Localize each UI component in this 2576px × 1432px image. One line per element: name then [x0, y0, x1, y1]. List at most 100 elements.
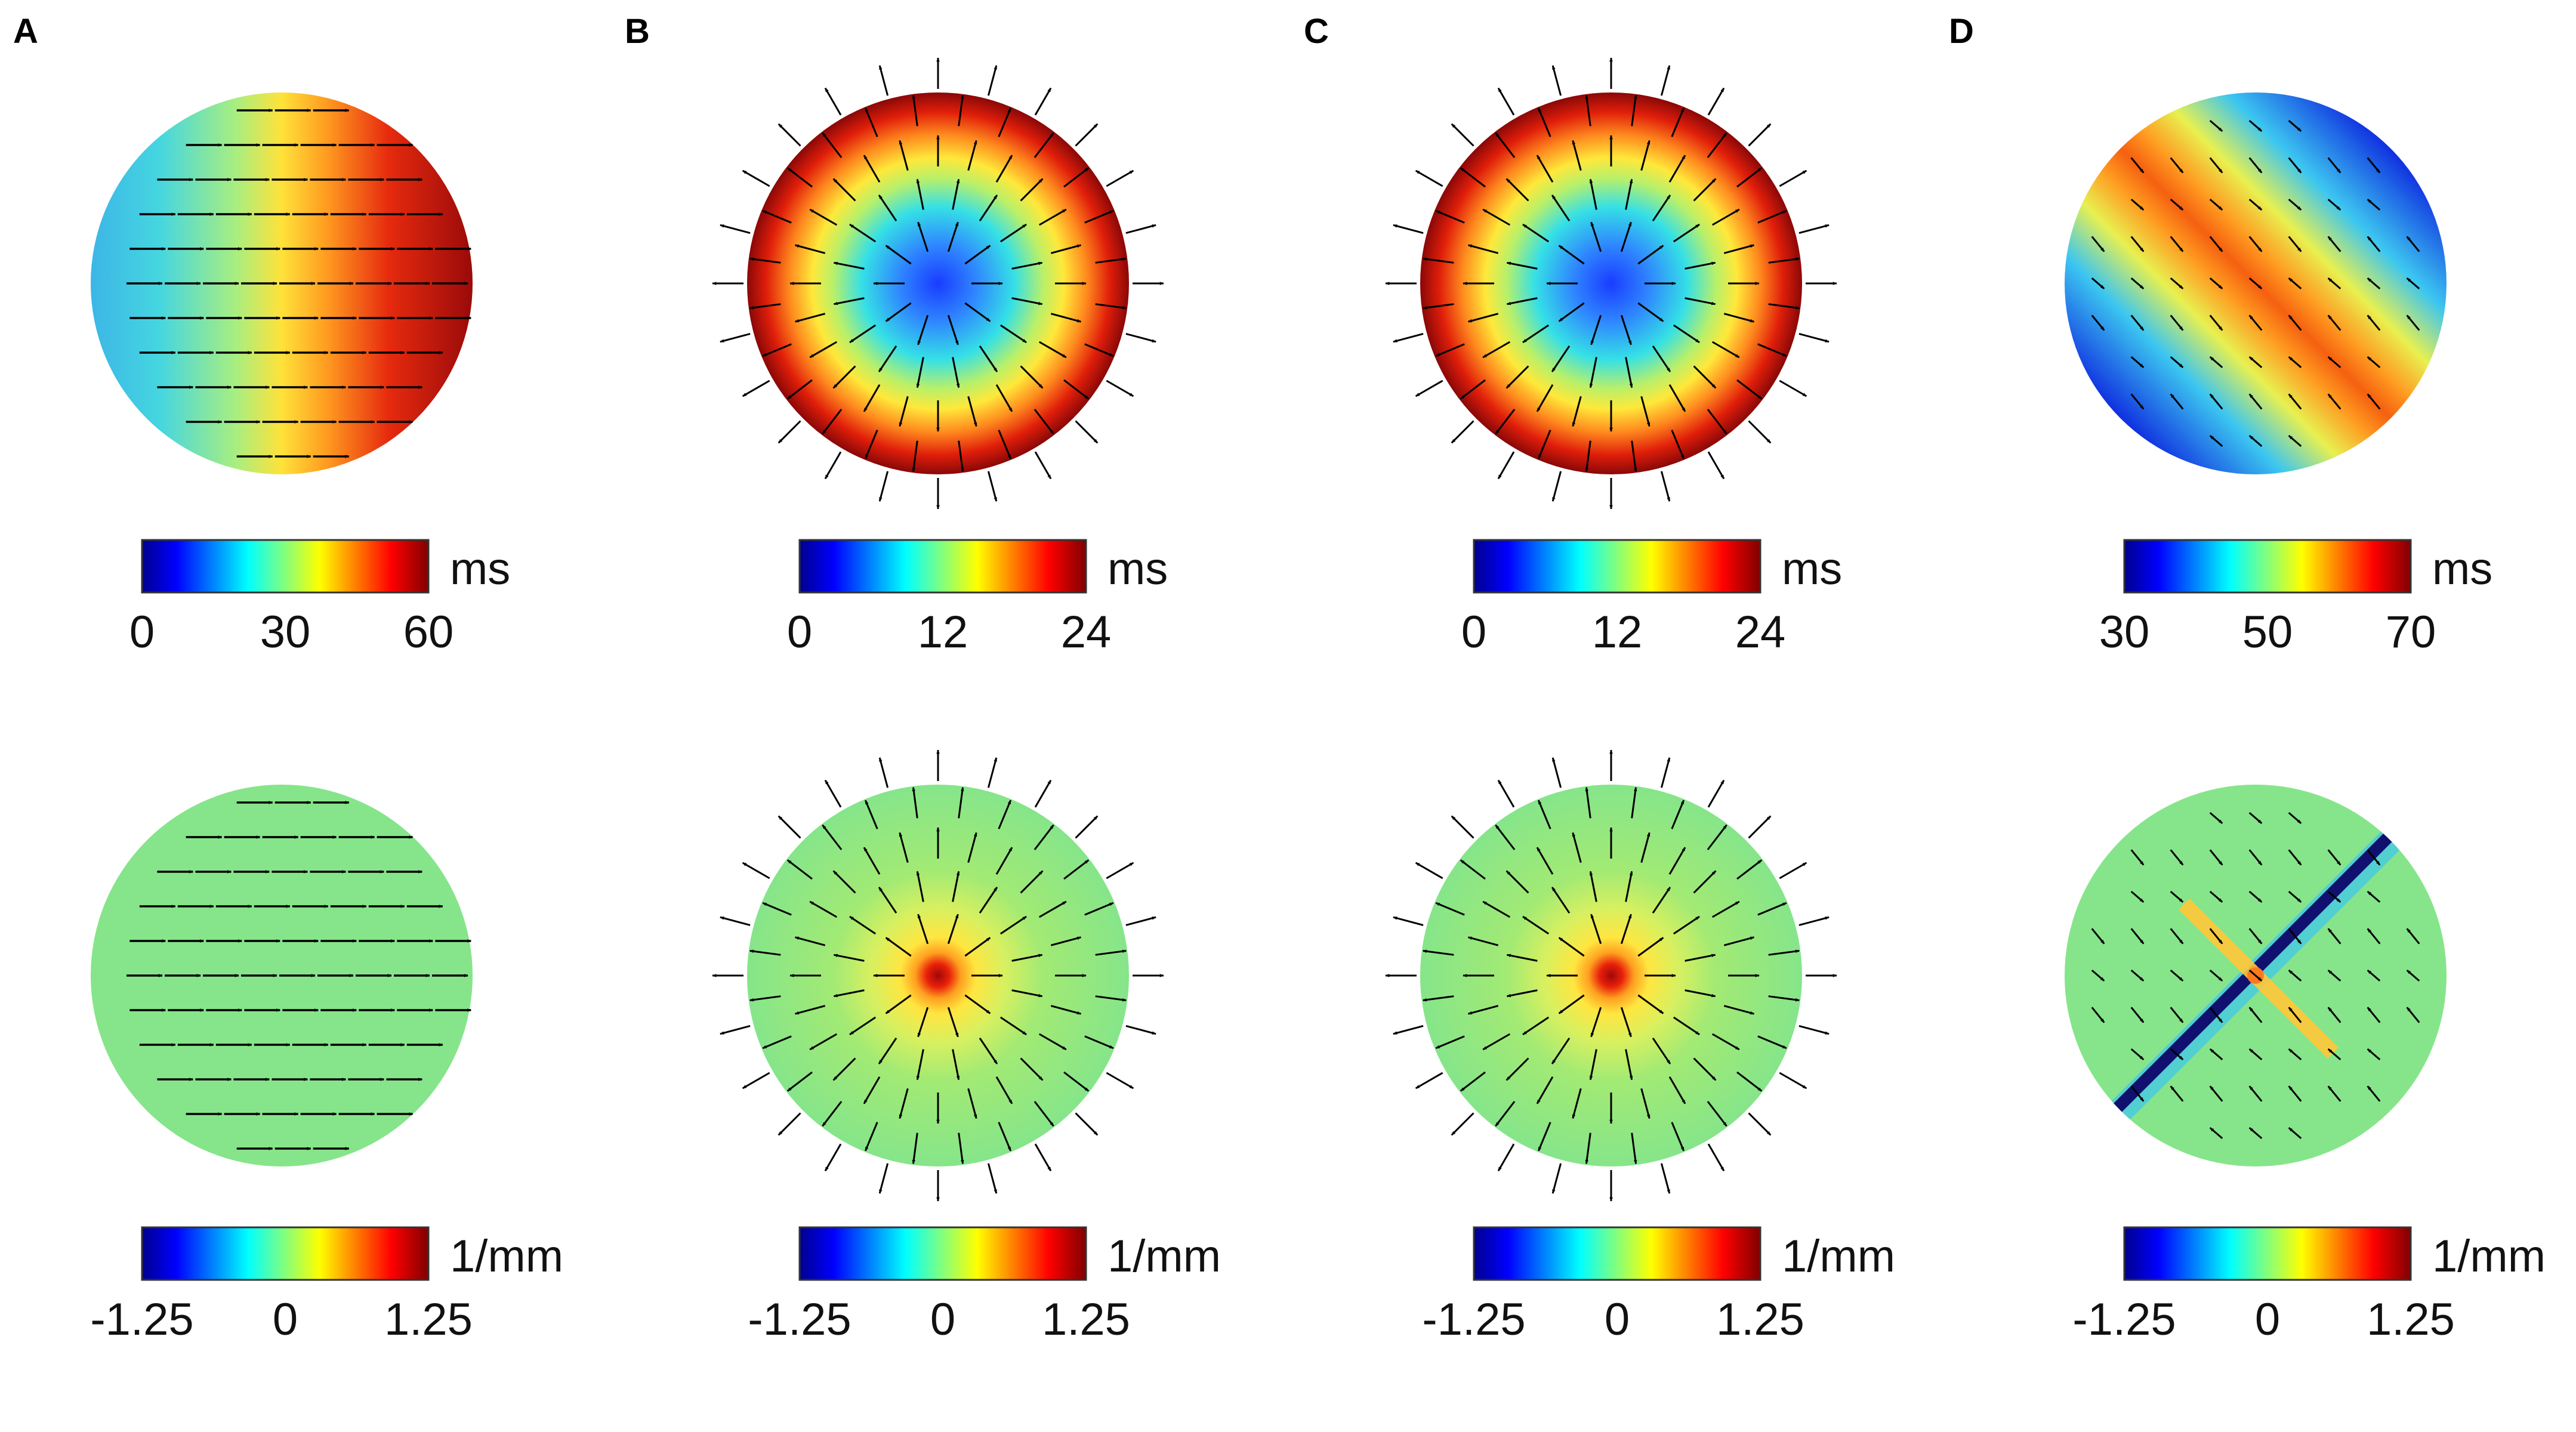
velocity-arrow	[1640, 140, 1651, 171]
velocity-arrow	[998, 107, 1012, 137]
velocity-arrow	[809, 900, 838, 918]
velocity-arrow	[2288, 1085, 2302, 1102]
panel-a: A ms 0 30 60 1/mm -1.25 0 1.25	[13, 12, 563, 1345]
velocity-arrow	[964, 302, 991, 322]
velocity-arrow	[2209, 811, 2223, 825]
velocity-arrow	[1723, 1005, 1755, 1015]
velocity-arrow	[1506, 365, 1529, 389]
panel-b-curvature-map	[712, 749, 1164, 1202]
colorbar-unit: ms	[1107, 544, 1168, 594]
velocity-arrow	[1757, 209, 1787, 224]
velocity-arrow	[786, 1071, 813, 1092]
velocity-arrow	[1673, 324, 1700, 344]
velocity-arrow	[2327, 1007, 2341, 1023]
colorbar-tick-label: 70	[2386, 607, 2436, 658]
velocity-arrow	[1435, 343, 1465, 357]
velocity-arrow	[1652, 195, 1671, 222]
velocity-arrow	[742, 862, 770, 879]
velocity-arrow	[1637, 302, 1664, 322]
colorbar-tick-label: 0	[129, 607, 155, 658]
panel-c-activation-colorbar: ms 0 12 24	[1461, 539, 1842, 658]
velocity-arrow	[786, 379, 813, 400]
velocity-arrow	[885, 994, 912, 1014]
velocity-arrow	[2209, 969, 2223, 982]
velocity-arrow	[2130, 198, 2145, 211]
velocity-arrow	[1034, 132, 1054, 158]
velocity-arrow	[2367, 849, 2381, 866]
velocity-arrow	[1631, 95, 1637, 126]
velocity-arrow	[899, 832, 909, 863]
velocity-arrow	[1011, 297, 1043, 305]
velocity-arrow	[720, 1024, 751, 1035]
velocity-arrow	[822, 132, 843, 158]
velocity-arrow	[1522, 324, 1550, 344]
velocity-arrow	[786, 167, 813, 188]
velocity-arrow	[1423, 303, 1454, 310]
velocity-arrow	[952, 871, 960, 902]
velocity-arrow	[1723, 244, 1755, 254]
velocity-arrow	[1589, 1049, 1597, 1081]
velocity-arrow	[1671, 800, 1685, 829]
velocity-arrow	[2288, 1007, 2302, 1023]
velocity-arrow	[1711, 208, 1740, 226]
velocity-arrow	[720, 916, 751, 927]
velocity-arrow	[2170, 969, 2184, 982]
velocity-arrow	[2170, 1048, 2184, 1061]
velocity-arrow	[1707, 779, 1725, 808]
velocity-arrow	[999, 324, 1027, 344]
velocity-arrow	[1551, 1163, 1562, 1194]
velocity-arrow	[2248, 236, 2263, 252]
colorbar-gradient	[2123, 539, 2412, 594]
colorbar-tick-label: 1.25	[2367, 1294, 2455, 1345]
velocity-arrow	[1034, 1101, 1054, 1127]
velocity-arrow	[2248, 393, 2263, 410]
vector-field	[1385, 749, 1837, 1202]
velocity-arrow	[916, 1049, 924, 1081]
velocity-arrow	[1551, 887, 1571, 914]
velocity-arrow	[2327, 928, 2341, 945]
velocity-arrow	[1736, 379, 1763, 400]
velocity-arrow	[1075, 815, 1099, 839]
velocity-arrow	[1451, 420, 1474, 444]
velocity-arrow	[2367, 314, 2381, 331]
velocity-arrow	[2248, 434, 2263, 448]
velocity-arrow	[2288, 434, 2302, 448]
velocity-arrow	[1451, 123, 1474, 147]
velocity-arrow	[2288, 1048, 2302, 1061]
colorbar-gradient	[1473, 1226, 1761, 1281]
velocity-arrow	[833, 261, 865, 270]
velocity-arrow	[778, 420, 801, 444]
velocity-arrow	[2170, 356, 2184, 369]
velocity-arrow	[1671, 1122, 1685, 1152]
velocity-arrow	[1673, 1016, 1700, 1036]
velocity-arrow	[1125, 224, 1156, 234]
colorbar-unit: 1/mm	[1107, 1231, 1221, 1282]
velocity-arrow	[2209, 1085, 2223, 1102]
velocity-arrow	[1736, 1071, 1763, 1092]
velocity-arrow	[1393, 916, 1424, 927]
velocity-arrow	[1050, 244, 1082, 254]
colorbar-gradient	[798, 539, 1087, 594]
velocity-arrow	[1435, 1035, 1465, 1050]
colorbar-tick-label: 12	[1592, 607, 1643, 658]
velocity-arrow	[1495, 1101, 1516, 1127]
velocity-arrow	[1551, 345, 1571, 372]
velocity-arrow	[1467, 244, 1499, 254]
velocity-arrow	[1631, 787, 1637, 819]
velocity-arrow	[762, 343, 792, 357]
velocity-arrow	[1537, 800, 1551, 829]
velocity-arrow	[2130, 928, 2145, 945]
velocity-arrow	[1038, 208, 1067, 226]
velocity-arrow	[1668, 1076, 1686, 1104]
velocity-arrow	[2130, 1007, 2145, 1023]
colorbar-tick-label: 0	[1605, 1294, 1630, 1345]
velocity-arrow	[2248, 928, 2263, 945]
velocity-arrow	[917, 314, 929, 345]
panel-label-a: A	[13, 12, 38, 51]
velocity-arrow	[778, 1112, 801, 1136]
velocity-arrow	[1020, 1057, 1044, 1081]
velocity-arrow	[2367, 969, 2381, 982]
velocity-arrow	[1625, 178, 1633, 210]
velocity-arrow	[2130, 356, 2145, 369]
velocity-arrow	[999, 223, 1027, 243]
